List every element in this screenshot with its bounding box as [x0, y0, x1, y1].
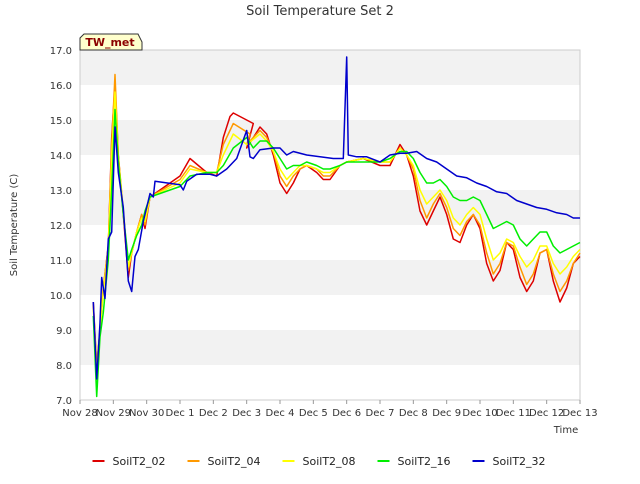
plot-area: [79, 49, 581, 401]
legend-label: SoilT2_04: [208, 455, 261, 468]
y-tick-label: 13.0: [50, 186, 72, 197]
x-tick-label: Dec 5: [299, 408, 328, 419]
legend-label: SoilT2_32: [493, 455, 546, 468]
x-tick-label: Dec 11: [496, 408, 531, 419]
x-tick-label: Dec 7: [366, 408, 395, 419]
y-tick-label: 7.0: [56, 396, 72, 407]
y-tick-label: 15.0: [50, 116, 72, 127]
x-tick-label: Dec 10: [462, 408, 497, 419]
x-tick-label: Nov 28: [62, 408, 97, 419]
y-tick-label: 16.0: [50, 81, 72, 92]
station-badge-label: TW_met: [85, 36, 134, 49]
grid-band: [80, 260, 580, 295]
station-badge: TW_met: [79, 33, 143, 51]
legend: SoilT2_02 SoilT2_04 SoilT2_08 SoilT2_16 Soil…: [92, 455, 546, 468]
legend-label: SoilT2_16: [398, 455, 451, 468]
x-tick-label: Nov 30: [129, 408, 164, 419]
y-tick-label: 14.0: [50, 151, 72, 162]
y-tick-label: 9.0: [56, 326, 72, 337]
series-line-soilt2_08: [92, 91, 581, 377]
y-axis-label: Soil Temperature (C): [9, 174, 20, 277]
x-tick-label: Nov 29: [96, 408, 131, 419]
legend-item-soilt2_16: SoilT2_16: [377, 455, 451, 468]
legend-label: SoilT2_08: [303, 455, 356, 468]
x-tick-label: Dec 13: [562, 408, 597, 419]
series-lines: [92, 56, 581, 398]
legend-item-soilt2_32: SoilT2_32: [472, 455, 546, 468]
y-tick-label: 17.0: [50, 46, 72, 57]
y-tick-label: 10.0: [50, 291, 72, 302]
x-tick-label: Dec 8: [399, 408, 428, 419]
x-axis-label: Time: [553, 425, 578, 436]
y-tick-label: 11.0: [50, 256, 72, 267]
x-tick-label: Dec 2: [199, 408, 228, 419]
y-tick-label: 8.0: [56, 361, 72, 372]
y-tick-label: 12.0: [50, 221, 72, 232]
legend-item-soilt2_08: SoilT2_08: [282, 455, 356, 468]
grid-band: [80, 50, 580, 85]
grid-band: [80, 190, 580, 225]
x-tick-label: Dec 12: [529, 408, 564, 419]
series-line-soilt2_32: [92, 56, 580, 380]
grid-band: [80, 330, 580, 365]
x-tick-label: Dec 1: [166, 408, 195, 419]
grid-bands: [80, 50, 580, 365]
plot-frame: [79, 49, 581, 401]
x-tick-label: Dec 9: [432, 408, 461, 419]
x-tick-label: Dec 4: [266, 408, 295, 419]
y-axis: 7.0 8.0 9.0 10.0 11.0 12.0 13.0 14.0 15.0 16.0 17.…: [50, 46, 72, 407]
legend-item-soilt2_02: SoilT2_02: [92, 455, 166, 468]
chart-title: Soil Temperature Set 2: [246, 4, 394, 19]
legend-item-soilt2_04: SoilT2_04: [187, 455, 261, 468]
series-line-soilt2_16: [92, 108, 581, 398]
x-tick-label: Dec 3: [232, 408, 261, 419]
x-tick-label: Dec 6: [332, 408, 361, 419]
station-badge-box: [79, 33, 143, 51]
legend-label: SoilT2_02: [113, 455, 166, 468]
grid-band: [80, 120, 580, 155]
